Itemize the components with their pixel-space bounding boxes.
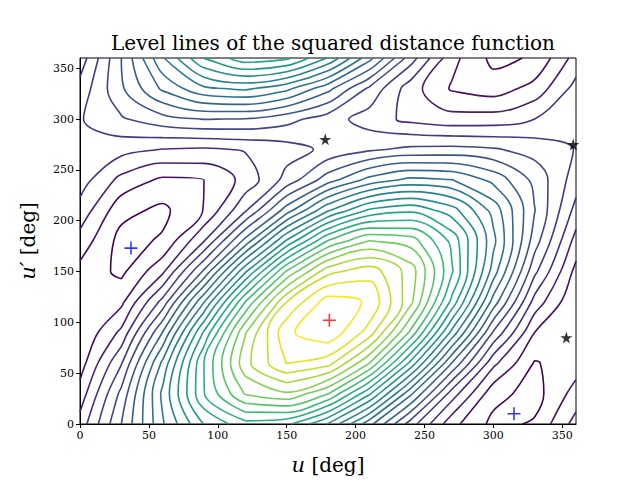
svg-text:[deg]: [deg]	[16, 202, 40, 261]
svg-text:350: 350	[552, 429, 573, 442]
svg-text:Level lines of the squared dis: Level lines of the squared distance func…	[111, 31, 555, 55]
svg-text:u′: u′	[16, 261, 40, 280]
svg-text:150: 150	[53, 265, 74, 278]
svg-text:300: 300	[483, 429, 504, 442]
svg-text:0: 0	[67, 418, 74, 431]
svg-text:50: 50	[142, 429, 156, 442]
svg-text:u: u	[292, 453, 306, 477]
svg-text:100: 100	[53, 316, 74, 329]
svg-text:250: 250	[53, 163, 74, 176]
svg-text:[deg]: [deg]	[305, 453, 364, 477]
svg-text:150: 150	[276, 429, 297, 442]
svg-text:0: 0	[77, 429, 84, 442]
svg-text:100: 100	[207, 429, 228, 442]
svg-text:50: 50	[60, 367, 74, 380]
svg-text:300: 300	[53, 113, 74, 126]
svg-text:250: 250	[414, 429, 435, 442]
svg-text:200: 200	[53, 214, 74, 227]
svg-text:350: 350	[53, 62, 74, 75]
svg-text:200: 200	[345, 429, 366, 442]
